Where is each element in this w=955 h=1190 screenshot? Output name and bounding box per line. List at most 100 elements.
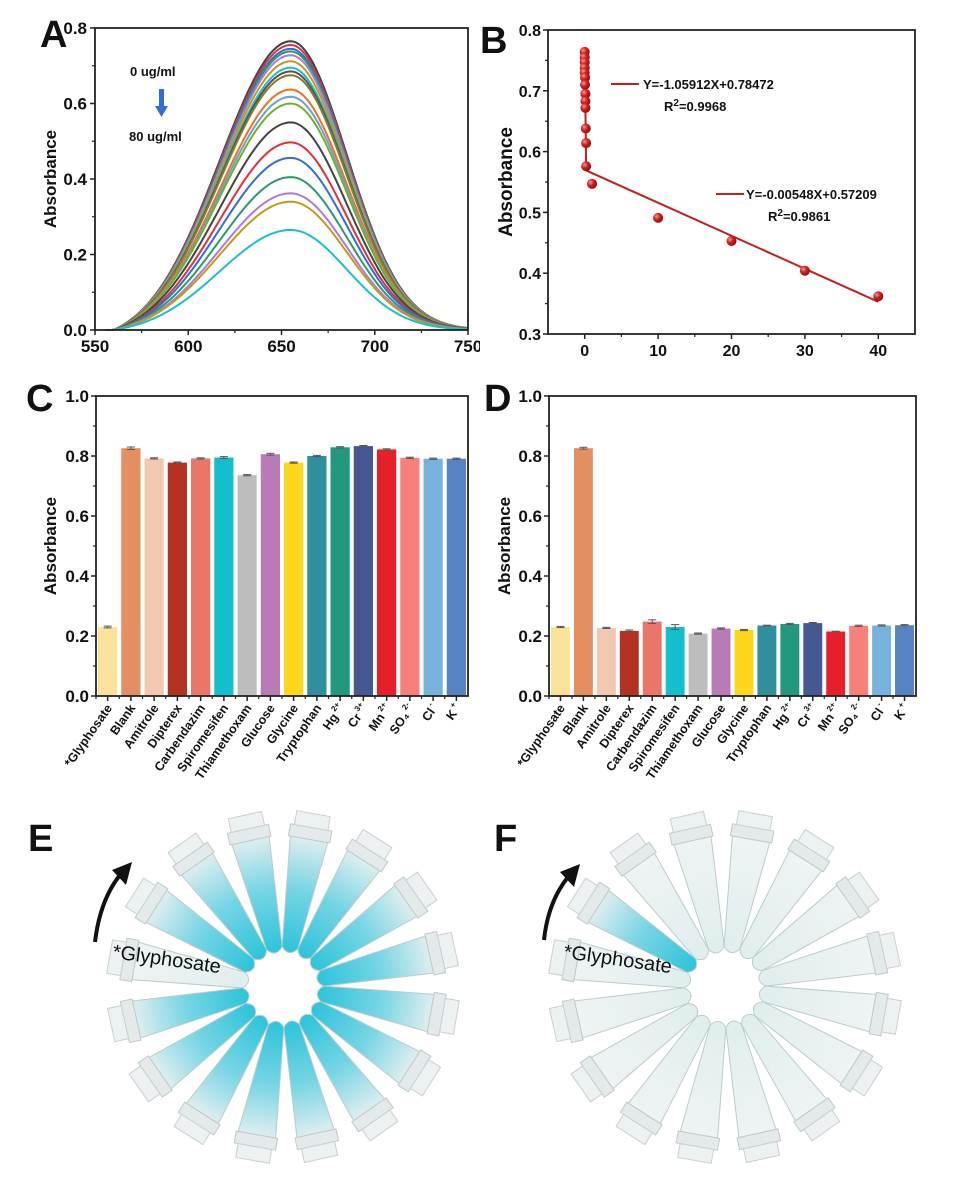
- tube-2: [566, 877, 698, 973]
- data-point: [799, 265, 810, 276]
- spectrum-line-s10: [106, 88, 468, 331]
- bar-hg: [780, 624, 800, 696]
- tube-cap: [436, 931, 460, 970]
- tube-cap: [355, 828, 393, 861]
- tube-cap: [669, 810, 708, 834]
- tube-body: [590, 1002, 699, 1090]
- arrow-head-icon: [112, 862, 132, 885]
- x-tick-label: Hg2+: [768, 700, 797, 732]
- tube-cap: [570, 1065, 603, 1103]
- x-tick-label: Hg2+: [319, 700, 348, 732]
- tube-6: [297, 828, 393, 960]
- spectrum-line-s19: [106, 229, 468, 331]
- bar-dipterex: [167, 462, 187, 696]
- y-tick-label: 0.4: [518, 567, 542, 586]
- panel-letter-b: B: [480, 20, 508, 62]
- tube-8: [316, 930, 460, 987]
- bar-k: [895, 625, 914, 696]
- tube-body: [723, 835, 771, 954]
- bar-thiamethoxam: [688, 633, 708, 696]
- tube-body: [587, 889, 698, 973]
- tube-body: [283, 1020, 335, 1139]
- x-tick-label: 10: [649, 343, 667, 360]
- y-tick-label: 0.0: [63, 321, 87, 340]
- tube-cap: [227, 810, 266, 834]
- x-tick-label: Cl-: [866, 700, 889, 724]
- bar-dipterex: [619, 630, 639, 696]
- tube-cap: [439, 997, 460, 1035]
- bar-k: [446, 458, 466, 696]
- tube-5: [281, 810, 333, 954]
- chart-a-absorbance-spectra: 550 600 650 700 750 0.0 0.2 0.4 0.6 0.8 Wavelength…: [41, 19, 480, 365]
- tube-13: [233, 1020, 285, 1164]
- tube-13: [675, 1020, 727, 1164]
- tube-cap: [609, 832, 647, 865]
- data-point: [580, 79, 591, 90]
- data-point: [580, 72, 591, 83]
- chart-d-anti-interference: *GlyphosateBlankAmitroleDipterexCarbenda…: [495, 387, 917, 782]
- y-axis-label: Absorbance: [41, 130, 60, 228]
- bar-mn: [377, 449, 397, 696]
- y-axis-label: Absorbance: [41, 497, 60, 595]
- tube-3: [609, 832, 710, 961]
- tube-body: [310, 1001, 421, 1085]
- bar-glycine: [284, 462, 304, 696]
- y-tick-label: 1.0: [65, 387, 89, 406]
- tube-body: [725, 1020, 777, 1139]
- y-tick-label: 0.6: [63, 95, 87, 114]
- down-arrow-icon: [155, 106, 168, 117]
- tube-body: [298, 1013, 386, 1122]
- y-tick-label: 0.0: [65, 687, 89, 706]
- panel-letter-e: E: [28, 818, 54, 860]
- y-tick-label: 0.6: [65, 507, 89, 526]
- tube-7: [309, 871, 438, 972]
- tube-cap: [742, 1140, 781, 1164]
- bar-cl: [872, 625, 892, 696]
- data-point: [580, 88, 591, 99]
- tube-6: [739, 828, 835, 960]
- tube-2: [124, 877, 256, 973]
- tube-1: [106, 937, 250, 989]
- spectrum-line-s18: [106, 200, 468, 331]
- panel-letter-d: D: [484, 378, 512, 420]
- bar-mn: [826, 631, 846, 696]
- bar-tryptophan: [307, 456, 327, 696]
- x-tick-label: K+: [890, 700, 912, 722]
- y-tick-label: 0.2: [63, 246, 87, 265]
- y-tick-label: 0.7: [519, 84, 541, 101]
- bar-carbendazim: [191, 458, 211, 696]
- bar-cr: [803, 623, 823, 696]
- tube-cap: [847, 871, 880, 909]
- tube-12: [725, 1020, 782, 1164]
- y-tick-label: 1.0: [518, 387, 542, 406]
- tube-14: [173, 1014, 269, 1146]
- tube-body: [752, 1001, 863, 1085]
- bar-carbendazim: [642, 621, 662, 696]
- tube-body: [316, 935, 435, 987]
- tube-cap: [293, 810, 331, 831]
- tube-5: [723, 810, 775, 954]
- bar-blank: [121, 448, 141, 696]
- bar-hg: [330, 447, 350, 696]
- tube-body: [758, 935, 877, 987]
- tube-cap: [235, 1143, 273, 1164]
- panel-letter-f: F: [494, 818, 518, 860]
- tube-3: [167, 832, 268, 961]
- x-tick-label: 40: [869, 343, 887, 360]
- x-tick-label: *Glyphosate: [515, 702, 568, 770]
- bar-thiamethoxam: [237, 475, 257, 696]
- y-tick-label: 0.0: [518, 687, 542, 706]
- tube-body: [297, 849, 381, 960]
- down-arrow-shaft: [159, 89, 164, 107]
- tube-8: [758, 930, 902, 987]
- x-tick-label: 600: [174, 337, 202, 356]
- tube-cap: [124, 877, 157, 915]
- spectrum-line-s14: [106, 141, 468, 331]
- tube-body: [573, 941, 692, 989]
- tube-body: [673, 835, 725, 954]
- tube-16: [548, 987, 692, 1044]
- tube-cap: [106, 939, 127, 977]
- tube-11: [740, 1013, 841, 1142]
- tube-cap: [878, 931, 902, 970]
- tube-cap: [851, 1059, 884, 1097]
